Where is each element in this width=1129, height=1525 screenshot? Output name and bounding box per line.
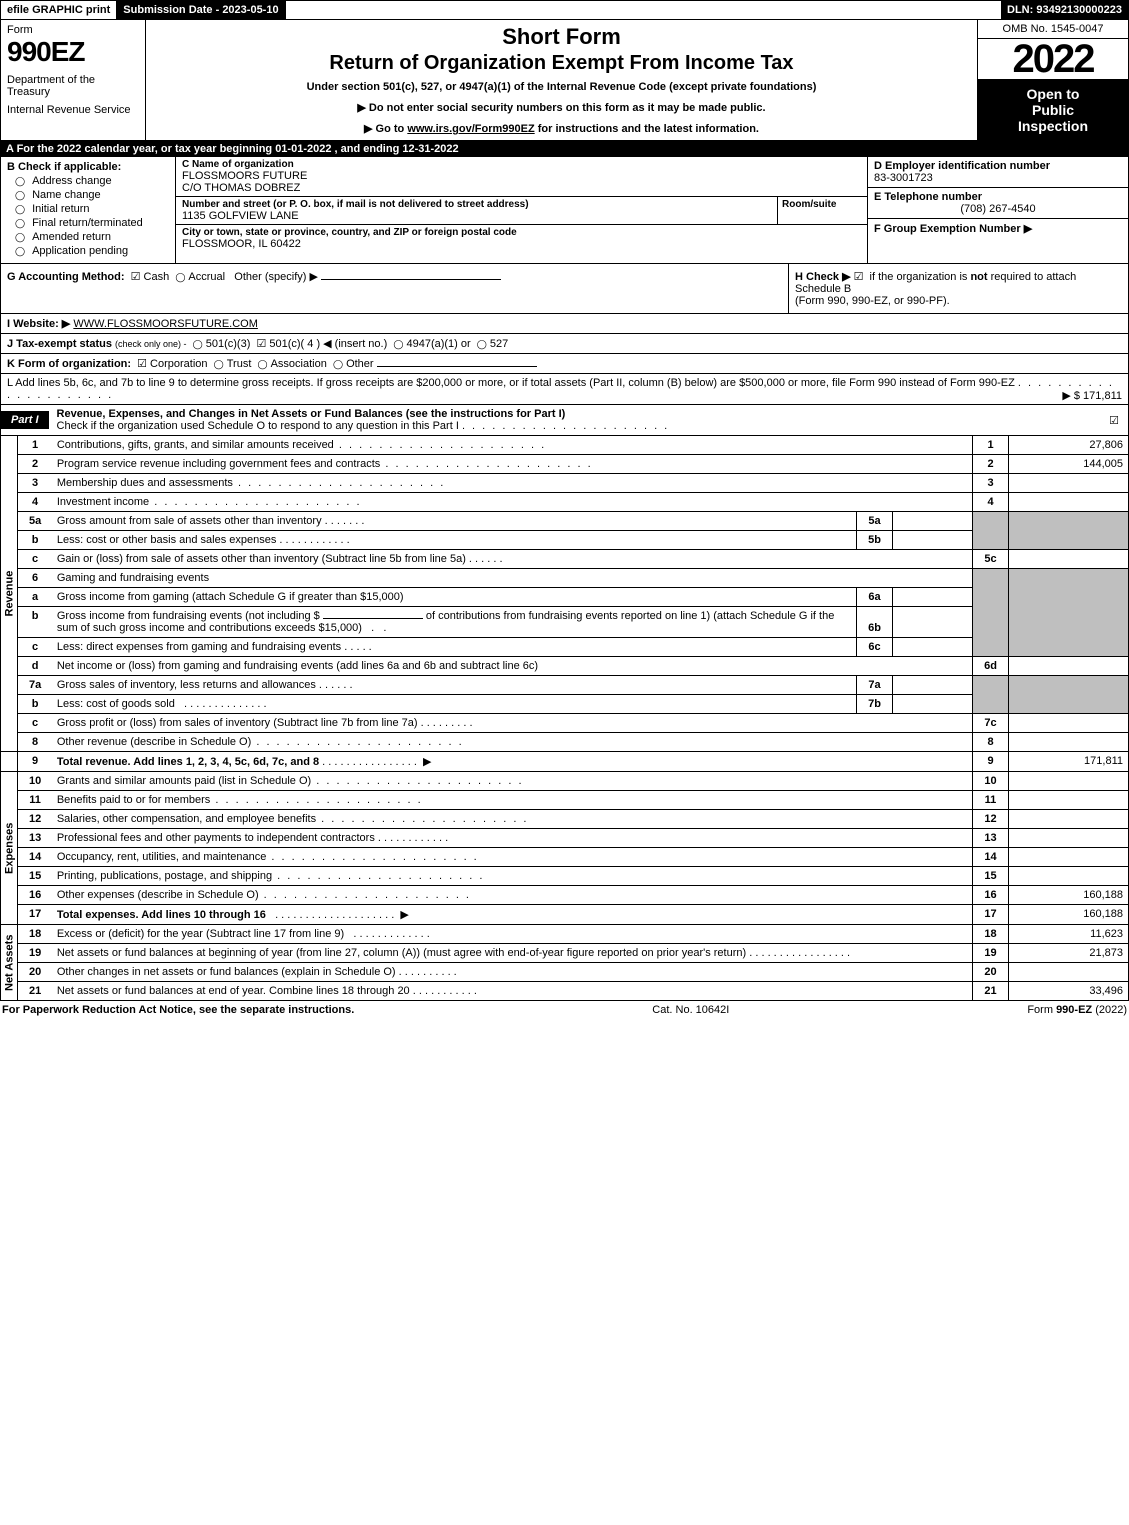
j-501c3[interactable] — [193, 338, 206, 350]
j-label: J Tax-exempt status — [7, 338, 112, 350]
org-name-1: FLOSSMOORS FUTURE — [182, 170, 861, 182]
group-exemption-hdr: F Group Exemption Number ▶ — [874, 223, 1032, 235]
ein-val: 83-3001723 — [874, 172, 933, 184]
block-bcdef: B Check if applicable: Address change Na… — [0, 157, 1129, 264]
submission-date: Submission Date - 2023-05-10 — [117, 1, 285, 19]
phone-val: (708) 267-4540 — [874, 203, 1122, 215]
tax-exempt-row: J Tax-exempt status (check only one) - 5… — [0, 334, 1129, 354]
footer-left: For Paperwork Reduction Act Notice, see … — [2, 1004, 354, 1016]
note2-pre: ▶ Go to — [364, 123, 407, 135]
k-other-line[interactable] — [377, 366, 537, 367]
room-hdr: Room/suite — [782, 199, 867, 210]
form-number: 990EZ — [7, 36, 139, 68]
return-title: Return of Organization Exempt From Incom… — [154, 52, 969, 75]
website-link[interactable]: WWW.FLOSSMOORSFUTURE.COM — [73, 318, 258, 330]
gross-receipts-row: L Add lines 5b, 6c, and 7b to line 9 to … — [0, 374, 1129, 405]
j-527[interactable] — [477, 338, 490, 350]
revenue-side-label: Revenue — [1, 436, 18, 752]
footer-right: Form 990-EZ (2022) — [1027, 1004, 1127, 1016]
dept-treasury: Department of the Treasury — [7, 74, 139, 98]
page-footer: For Paperwork Reduction Act Notice, see … — [0, 1001, 1129, 1019]
net-assets-side-label: Net Assets — [1, 925, 18, 1001]
h-checkbox[interactable] — [854, 271, 867, 283]
opt-initial-return[interactable]: Initial return — [15, 203, 169, 215]
g-label: G Accounting Method: — [7, 271, 125, 283]
short-form-title: Short Form — [154, 24, 969, 50]
website-row: I Website: ▶ WWW.FLOSSMOORSFUTURE.COM — [0, 314, 1129, 334]
expenses-side-label: Expenses — [1, 772, 18, 925]
open-line-1: Open to — [982, 86, 1124, 102]
column-b: B Check if applicable: Address change Na… — [1, 157, 176, 263]
phone-row: E Telephone number (708) 267-4540 — [868, 188, 1128, 219]
column-def: D Employer identification number 83-3001… — [868, 157, 1128, 263]
k-assoc[interactable] — [258, 358, 271, 370]
schedule-b-check: H Check ▶ if the organization is not req… — [788, 264, 1128, 313]
opt-application-pending[interactable]: Application pending — [15, 245, 169, 257]
accrual-radio[interactable] — [175, 271, 188, 283]
ein-row: D Employer identification number 83-3001… — [868, 157, 1128, 188]
topbar-spacer — [286, 1, 1001, 19]
addr-val: 1135 GOLFVIEW LANE — [182, 210, 777, 222]
org-city-row: City or town, state or province, country… — [176, 225, 867, 252]
city-val: FLOSSMOOR, IL 60422 — [182, 238, 861, 250]
k-label: K Form of organization: — [7, 358, 131, 370]
dept-irs: Internal Revenue Service — [7, 104, 139, 116]
h-label: H Check ▶ — [795, 271, 851, 283]
dln-label: DLN: 93492130000223 — [1001, 1, 1128, 19]
header-note-2: ▶ Go to www.irs.gov/Form990EZ for instru… — [154, 122, 969, 135]
irs-link[interactable]: www.irs.gov/Form990EZ — [407, 123, 534, 135]
opt-final-return[interactable]: Final return/terminated — [15, 217, 169, 229]
open-line-3: Inspection — [982, 118, 1124, 134]
city-hdr: City or town, state or province, country… — [182, 227, 861, 238]
other-specify-line[interactable] — [321, 279, 501, 280]
header-note-1: ▶ Do not enter social security numbers o… — [154, 101, 969, 114]
open-to-public: Open to Public Inspection — [978, 80, 1128, 140]
form-header: Form 990EZ Department of the Treasury In… — [0, 20, 1129, 141]
j-4947[interactable] — [393, 338, 406, 350]
top-bar: efile GRAPHIC print Submission Date - 20… — [0, 0, 1129, 20]
part-1-tab: Part I — [1, 411, 49, 429]
header-center: Short Form Return of Organization Exempt… — [146, 20, 978, 140]
header-subtitle: Under section 501(c), 527, or 4947(a)(1)… — [154, 81, 969, 93]
efile-label[interactable]: efile GRAPHIC print — [1, 1, 117, 19]
k-other[interactable] — [333, 358, 346, 370]
header-left: Form 990EZ Department of the Treasury In… — [1, 20, 146, 140]
footer-mid: Cat. No. 10642I — [652, 1004, 729, 1016]
l-amount: ▶ $ 171,811 — [1062, 389, 1122, 402]
org-addr-row: Number and street (or P. O. box, if mail… — [176, 197, 867, 225]
group-exemption-row: F Group Exemption Number ▶ — [868, 219, 1128, 238]
section-a: A For the 2022 calendar year, or tax yea… — [0, 141, 1129, 157]
row-gh: G Accounting Method: Cash Accrual Other … — [0, 264, 1129, 314]
ein-hdr: D Employer identification number — [874, 160, 1050, 172]
open-line-2: Public — [982, 102, 1124, 118]
part-1-title: Revenue, Expenses, and Changes in Net As… — [49, 405, 1110, 435]
opt-name-change[interactable]: Name change — [15, 189, 169, 201]
addr-hdr: Number and street (or P. O. box, if mail… — [182, 199, 777, 210]
phone-hdr: E Telephone number — [874, 191, 982, 203]
part-1-table: Revenue 1 Contributions, gifts, grants, … — [0, 436, 1129, 1001]
org-name-row: C Name of organization FLOSSMOORS FUTURE… — [176, 157, 867, 197]
form-of-org-row: K Form of organization: Corporation Trus… — [0, 354, 1129, 374]
opt-amended-return[interactable]: Amended return — [15, 231, 169, 243]
col-b-title: B Check if applicable: — [7, 161, 169, 173]
cash-checkbox[interactable] — [131, 271, 144, 283]
header-right: OMB No. 1545-0047 2022 Open to Public In… — [978, 20, 1128, 140]
accounting-method: G Accounting Method: Cash Accrual Other … — [1, 264, 788, 313]
k-trust[interactable] — [214, 358, 227, 370]
column-c: C Name of organization FLOSSMOORS FUTURE… — [176, 157, 868, 263]
i-label: I Website: ▶ — [7, 318, 70, 330]
org-name-hdr: C Name of organization — [182, 159, 861, 170]
part-1-checkbox[interactable] — [1109, 414, 1128, 427]
part-1-header: Part I Revenue, Expenses, and Changes in… — [0, 405, 1129, 436]
l-text: L Add lines 5b, 6c, and 7b to line 9 to … — [7, 377, 1015, 389]
note2-post: for instructions and the latest informat… — [535, 123, 759, 135]
k-corp[interactable] — [137, 358, 150, 370]
opt-address-change[interactable]: Address change — [15, 175, 169, 187]
j-501c[interactable] — [257, 338, 270, 350]
tax-year: 2022 — [978, 39, 1128, 80]
form-label: Form — [7, 24, 139, 36]
org-name-2: C/O THOMAS DOBREZ — [182, 182, 861, 194]
